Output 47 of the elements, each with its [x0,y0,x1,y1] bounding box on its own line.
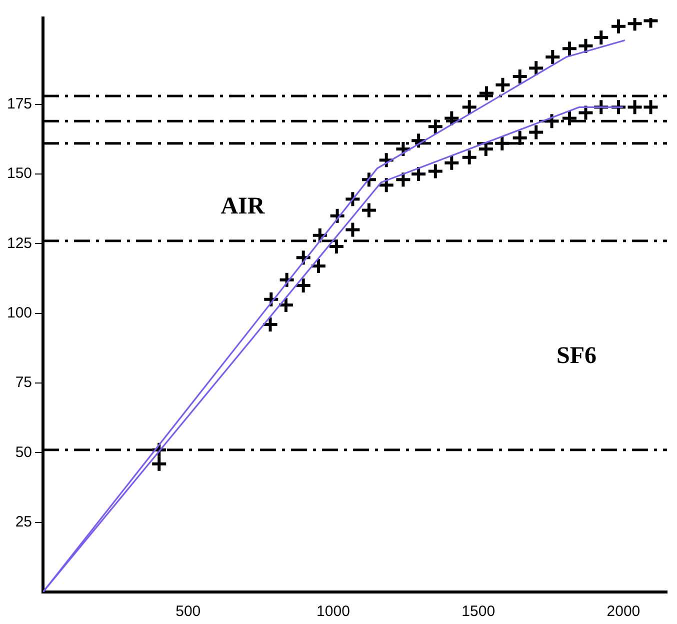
point [610,18,628,35]
y-tick-label: 125 [6,234,32,252]
point [426,162,444,180]
point [344,221,362,238]
x-tick-label: 2000 [606,603,640,620]
point [360,202,378,219]
y-tick-label: 75 [15,374,32,392]
x-tick-label: 500 [176,603,201,620]
point [528,60,545,77]
point [511,68,528,86]
point [310,257,327,274]
point [328,238,345,255]
x-tick-label: 1500 [462,603,496,620]
point [460,148,478,166]
point [294,276,312,294]
point [528,124,545,141]
point [543,112,560,130]
point [626,98,644,116]
point [277,296,294,314]
annotation: SF6 [556,342,597,369]
point [577,104,594,122]
point [577,37,594,54]
point [394,140,412,158]
point [478,84,495,102]
y-tick-label: 50 [15,444,32,461]
annotation: AIR [220,194,266,220]
point [426,118,444,136]
x-tick-label: 1000 [316,603,350,620]
y-tick-label: 100 [6,304,32,322]
point [494,134,511,152]
point [592,29,610,46]
point [262,316,279,334]
point [410,166,428,183]
point [642,98,660,116]
y-tick-label: 25 [15,513,32,530]
point [150,455,168,472]
point [511,129,528,146]
point [494,76,512,94]
point [560,110,578,127]
y-tick-label: 175 [6,96,32,113]
point [460,98,478,116]
point [443,110,460,127]
point [443,154,460,172]
point [544,48,562,66]
point [560,40,578,58]
point [477,140,494,158]
y-tick-label: 150 [6,165,32,182]
